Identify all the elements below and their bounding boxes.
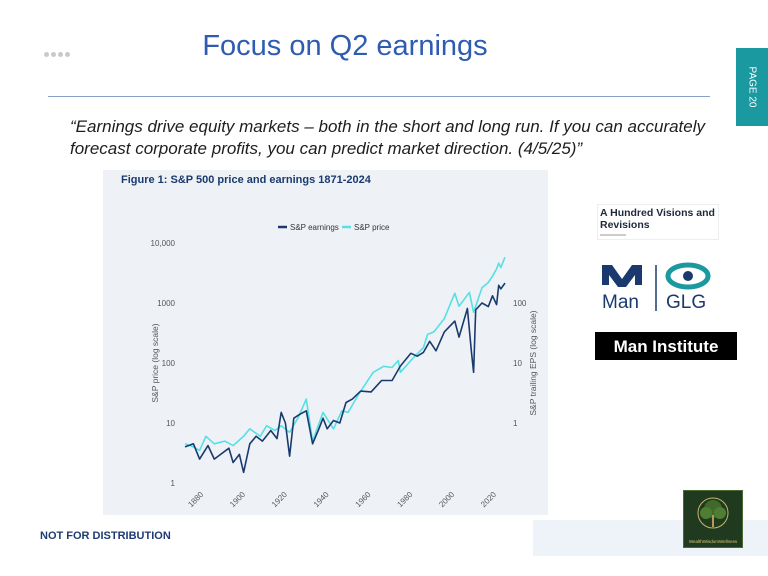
series-line-s-p-price: [184, 256, 506, 452]
y-right-axis-title: S&P trailing EPS (log scale): [528, 310, 538, 415]
quote-text: “Earnings drive equity markets – both in…: [70, 117, 706, 158]
page-number-tab: PAGE 20: [736, 48, 768, 126]
tree-icon: [697, 497, 729, 529]
x-tick-label: 1920: [270, 490, 289, 509]
y-left-tick-label: 1: [171, 479, 176, 488]
logo-caption: WealthWisdomWellness: [688, 539, 738, 544]
x-tick-label: 1960: [354, 490, 373, 509]
legend-label: S&P price: [354, 223, 390, 232]
x-tick-label: 2020: [479, 490, 498, 509]
figure-panel: Figure 1: S&P 500 price and earnings 187…: [103, 170, 548, 515]
page-title: Focus on Q2 earnings: [202, 30, 488, 62]
page-number-label: PAGE 20: [746, 66, 758, 108]
book-subline: [600, 234, 626, 236]
y-right-tick-label: 100: [513, 299, 527, 308]
man-institute-text: Man Institute: [613, 337, 719, 356]
x-tick-label: 2000: [437, 490, 456, 509]
man-institute-logo: Man Institute: [595, 332, 737, 360]
chart-svg: 10,000 1000 100 10 1 100 10 1 1880 1900 1920 1940 19…: [150, 223, 538, 509]
y-left-tick-label: 10: [166, 419, 175, 428]
glg-logo-text: GLG: [666, 292, 706, 313]
y-right-tick-label: 1: [513, 419, 518, 428]
wealth-wisdom-wellness-logo: WealthWisdomWellness: [683, 490, 743, 548]
man-glg-logo: Man GLG: [592, 261, 722, 315]
book-cover-thumbnail: A Hundred Visions and Revisions: [597, 204, 719, 240]
y-left-tick-label: 100: [162, 359, 176, 368]
x-tick-label: 1880: [186, 490, 205, 509]
y-right-tick-label: 10: [513, 359, 522, 368]
book-title: A Hundred Visions and Revisions: [600, 207, 715, 231]
decorative-dots: [44, 44, 74, 57]
man-glg-logo-graphic: Man GLG: [602, 262, 711, 313]
x-tick-label: 1940: [312, 490, 331, 509]
y-left-tick-label: 1000: [157, 299, 175, 308]
figure-title: Figure 1: S&P 500 price and earnings 187…: [121, 174, 371, 186]
title-divider: [48, 96, 710, 97]
y-left-tick-label: 10,000: [151, 239, 176, 248]
x-tick-label: 1900: [228, 490, 247, 509]
x-tick-label: 1980: [395, 490, 414, 509]
y-left-axis-title: S&P price (log scale): [150, 323, 160, 402]
distribution-notice: NOT FOR DISTRIBUTION: [40, 530, 171, 542]
series-line-s-p-earnings: [184, 282, 506, 474]
man-logo-text: Man: [602, 292, 639, 313]
legend-label: S&P earnings: [290, 223, 339, 232]
